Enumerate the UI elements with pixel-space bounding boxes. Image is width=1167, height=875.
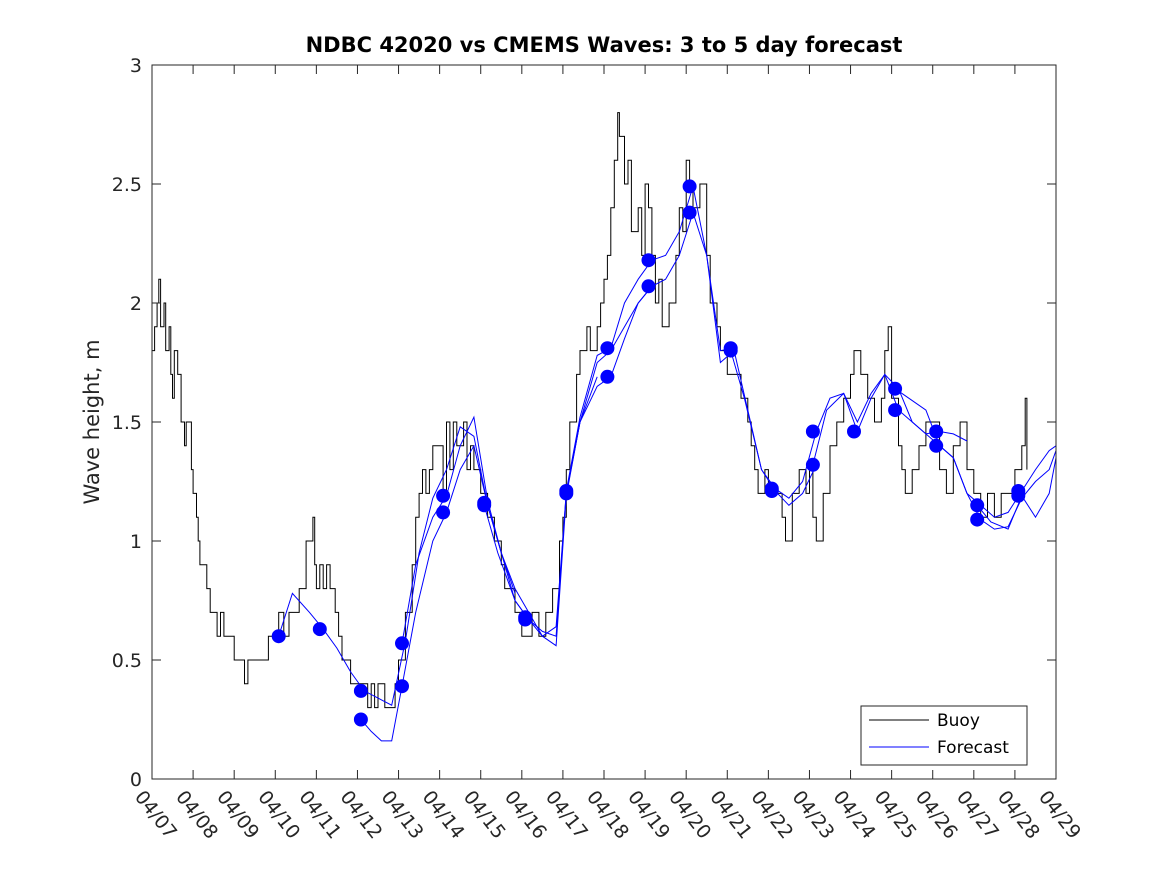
forecast-marker	[312, 622, 327, 637]
y-tick-label: 0	[130, 769, 142, 791]
forecast-marker	[600, 369, 615, 384]
y-tick-label: 3	[130, 55, 142, 77]
forecast-marker	[477, 498, 492, 513]
forecast-marker	[970, 512, 985, 527]
forecast-marker	[395, 679, 409, 694]
y-axis: 0 0.5 1 1.5 2 2.5 3	[112, 55, 1056, 791]
legend-buoy-label: Buoy	[937, 711, 980, 731]
buoy-line	[152, 112, 1028, 709]
forecast-marker	[682, 205, 697, 220]
legend: Buoy Forecast	[860, 705, 1028, 766]
forecast-marker	[888, 403, 903, 418]
forecast-line	[360, 376, 598, 742]
y-tick-label: 0.5	[112, 650, 142, 672]
legend-box	[860, 705, 1028, 766]
forecast-marker	[641, 253, 656, 268]
forecast-marker	[805, 457, 820, 472]
forecast-marker	[518, 612, 533, 627]
chart-title: NDBC 42020 vs CMEMS Waves: 3 to 5 day fo…	[306, 33, 903, 57]
forecast-marker	[929, 424, 944, 439]
y-tick-label: 2	[130, 293, 142, 315]
forecast-marker	[1011, 488, 1026, 503]
forecast-marker	[888, 381, 903, 396]
forecast-marker	[353, 712, 368, 727]
y-tick-label: 2.5	[112, 174, 142, 196]
forecast-marker	[847, 424, 861, 439]
forecast-marker	[600, 341, 615, 356]
forecast-marker	[559, 486, 574, 501]
plot-area	[152, 65, 1056, 779]
forecast-marker	[436, 505, 451, 520]
forecast-marker	[970, 498, 985, 513]
forecast-marker	[682, 179, 697, 194]
forecast-marker	[436, 488, 451, 503]
y-tick-label: 1.5	[112, 412, 142, 434]
forecast-marker	[271, 629, 286, 644]
y-axis-label: Wave height, m	[80, 339, 104, 504]
forecast-marker	[805, 424, 820, 439]
forecast-marker	[353, 683, 368, 698]
forecast-marker	[641, 279, 656, 294]
forecast-markers	[271, 179, 1026, 727]
buoy-series	[152, 112, 1028, 709]
forecast-marker	[723, 343, 738, 358]
forecast-marker	[395, 636, 409, 651]
forecast-marker	[764, 484, 779, 498]
y-tick-label: 1	[130, 531, 142, 553]
forecast-marker	[929, 438, 944, 453]
legend-forecast-label: Forecast	[937, 738, 1009, 758]
